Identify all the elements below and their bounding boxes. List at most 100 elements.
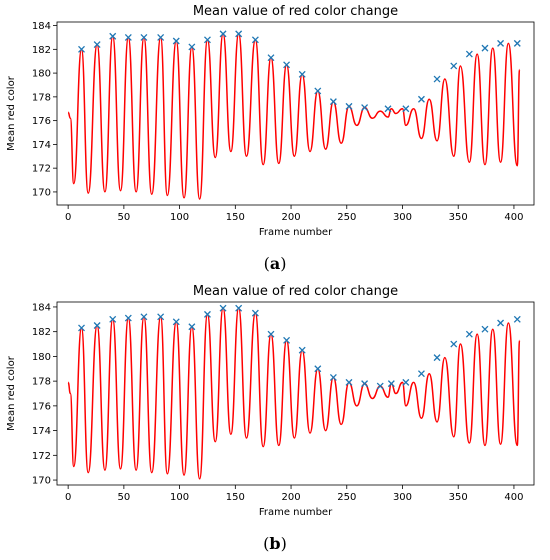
peak-marker-stroke [283, 336, 291, 344]
caption-a-letter: a [269, 254, 281, 273]
y-tick-label: 182 [32, 327, 51, 338]
y-tick-label: 172 [32, 164, 51, 175]
peak-marker [283, 61, 291, 69]
x-tick-label: 300 [393, 492, 412, 503]
peak-marker-stroke [433, 75, 441, 83]
red-signal-line [67, 33, 521, 200]
peak-marker-stroke [497, 39, 505, 47]
peak-marker-stroke [450, 340, 458, 348]
y-axis-label: Mean red color [6, 355, 17, 431]
peak-marker [513, 315, 521, 323]
peak-marker [481, 325, 489, 333]
peak-marker [203, 36, 211, 44]
x-tick-label: 50 [118, 212, 131, 223]
x-tick-label: 100 [170, 492, 189, 503]
peak-marker [283, 336, 291, 344]
x-tick-label: 300 [393, 212, 412, 223]
peak-marker [329, 373, 337, 381]
peak-marker [203, 310, 211, 318]
peak-marker-stroke [267, 54, 275, 62]
peak-marker [298, 346, 306, 354]
peak-marker [417, 370, 425, 378]
peak-marker [157, 313, 165, 321]
peak-marker-stroke [109, 32, 117, 40]
peak-marker [78, 45, 85, 53]
chart-title: Mean value of red color change [193, 4, 398, 19]
peak-marker-stroke [235, 30, 243, 38]
peak-marker-stroke [203, 310, 211, 318]
peak-marker [219, 304, 227, 312]
peak-marker-stroke [513, 39, 521, 47]
peak-marker [298, 70, 306, 78]
chart-a: Mean value of red color change 0 50 100 150 2… [6, 4, 535, 238]
x-tick-label: 350 [449, 492, 468, 503]
peak-marker [497, 319, 505, 327]
peak-marker-stroke [345, 102, 353, 110]
peak-marker-stroke [497, 319, 505, 327]
x-tick-label: 100 [170, 212, 189, 223]
x-tick-label: 0 [65, 492, 71, 503]
y-tick-label: 184 [32, 302, 51, 313]
y-tick-label: 180 [32, 352, 51, 363]
x-tick-label: 150 [226, 492, 245, 503]
peak-marker-stroke [124, 314, 132, 322]
caption-b-open: ( [263, 534, 270, 553]
panel-b: Mean value of red color change 0 50 100 150 2… [0, 280, 550, 560]
peak-marker [251, 309, 259, 317]
peak-marker [235, 304, 243, 312]
peak-marker [513, 39, 521, 47]
y-tick-label: 174 [32, 426, 51, 437]
peak-marker-stroke [376, 382, 384, 390]
peak-marker [376, 382, 384, 390]
x-tick-label: 200 [281, 212, 300, 223]
peak-marker-stroke [157, 313, 165, 321]
peak-marker [78, 324, 85, 332]
peak-marker [433, 75, 441, 83]
peak-marker [450, 62, 458, 70]
peak-marker [345, 102, 353, 110]
peak-marker [329, 98, 337, 106]
peak-marker-stroke [188, 43, 196, 51]
peak-marker-stroke [251, 309, 259, 317]
peak-marker-stroke [361, 380, 369, 388]
peak-marker-stroke [157, 33, 165, 41]
peak-marker [387, 380, 395, 388]
peak-marker-stroke [314, 365, 322, 373]
peak-marker-stroke [329, 98, 337, 106]
peak-marker-stroke [384, 105, 392, 113]
peak-marker [361, 380, 369, 388]
peak-marker [172, 37, 180, 45]
peak-marker-stroke [172, 318, 180, 326]
peak-marker [124, 314, 132, 322]
peak-marker [93, 322, 101, 329]
peak-marker [188, 323, 196, 331]
y-tick-label: 170 [32, 476, 51, 487]
peak-marker-stroke [513, 315, 521, 323]
peak-marker [140, 313, 148, 321]
peak-marker [93, 41, 101, 49]
peak-marker-stroke [417, 95, 425, 103]
peak-marker [345, 378, 353, 386]
y-tick-label: 178 [32, 377, 51, 388]
peak-marker [384, 105, 392, 113]
peak-marker [267, 54, 275, 62]
peak-marker [188, 43, 196, 51]
panel-a: Mean value of red color change 0 50 100 150 2… [6, 4, 535, 273]
caption-b-letter: b [269, 534, 281, 553]
peak-marker [157, 33, 165, 41]
peak-marker-stroke [219, 30, 227, 38]
x-tick-label: 250 [337, 212, 356, 223]
peak-marker-stroke [298, 346, 306, 354]
peak-marker-stroke [345, 378, 353, 386]
peak-marker-stroke [251, 36, 259, 44]
peak-marker [314, 365, 322, 373]
peak-marker [140, 33, 148, 41]
chart-title: Mean value of red color change [193, 284, 398, 299]
peak-marker [402, 378, 410, 386]
peak-marker-stroke [361, 104, 369, 112]
caption-a-close: ) [280, 254, 287, 273]
peak-marker-stroke [124, 33, 132, 41]
x-tick-label: 250 [337, 492, 356, 503]
x-axis-label: Frame number [259, 227, 333, 238]
peak-marker-stroke [402, 378, 410, 386]
